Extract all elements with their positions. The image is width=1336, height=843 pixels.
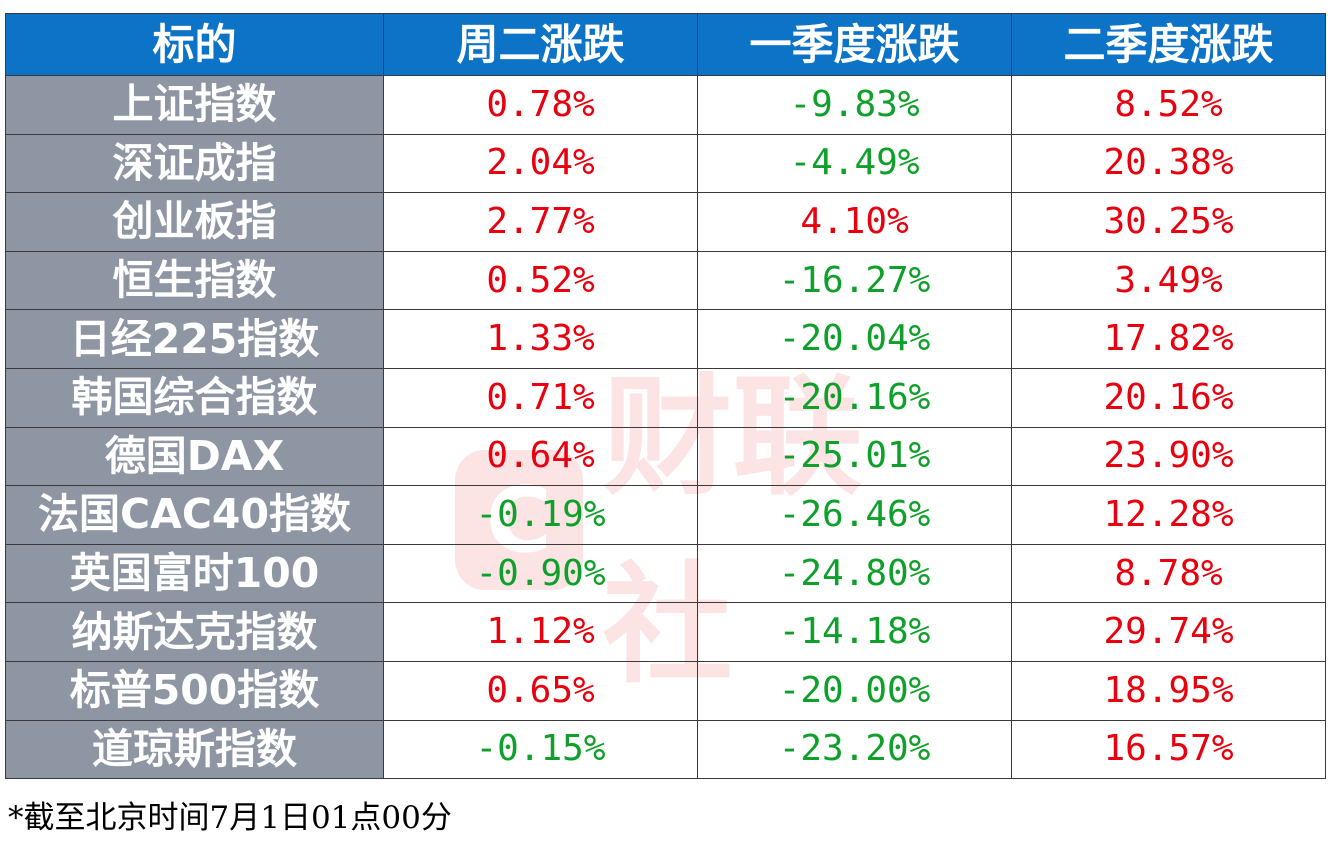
index-name-cell: 日经225指数: [6, 310, 384, 369]
index-name-cell: 标普500指数: [6, 661, 384, 721]
table-row: 标普500指数 0.65% -20.00% 18.95%: [6, 661, 1326, 721]
index-name-cell: 法国CAC40指数: [6, 486, 384, 545]
index-name-cell: 纳斯达克指数: [6, 603, 384, 662]
index-name-cell: 上证指数: [6, 76, 384, 135]
index-name-cell: 道琼斯指数: [6, 720, 384, 780]
footnote: *截至北京时间7月1日01点00分: [8, 800, 452, 836]
table-row: 恒生指数 0.52% -16.27% 3.49%: [6, 251, 1326, 311]
table-row: 纳斯达克指数 1.12% -14.18% 29.74%: [6, 603, 1326, 662]
q1-change-cell: -20.00%: [698, 661, 1012, 721]
q2-change-cell: 8.78%: [1012, 544, 1326, 604]
q1-change-cell: -25.01%: [698, 427, 1012, 487]
table-row: 英国富时100 -0.90% -24.80% 8.78%: [6, 544, 1326, 604]
q2-change-cell: 12.28%: [1012, 486, 1326, 545]
tuesday-change-cell: 0.52%: [384, 251, 698, 311]
q1-change-cell: -9.83%: [698, 76, 1012, 135]
q1-change-cell: -24.80%: [698, 544, 1012, 604]
q1-change-cell: -4.49%: [698, 134, 1012, 194]
q2-change-cell: 23.90%: [1012, 427, 1326, 487]
q1-change-cell: -14.18%: [698, 603, 1012, 662]
q2-change-cell: 30.25%: [1012, 193, 1326, 252]
table-row: 日经225指数 1.33% -20.04% 17.82%: [6, 310, 1326, 369]
q2-change-cell: 18.95%: [1012, 661, 1326, 721]
index-name-cell: 英国富时100: [6, 544, 384, 604]
index-name-cell: 德国DAX: [6, 427, 384, 487]
tuesday-change-cell: -0.15%: [384, 720, 698, 780]
tuesday-change-cell: -0.19%: [384, 486, 698, 545]
header-cell-tuesday-change: 周二涨跌: [384, 14, 698, 76]
tuesday-change-cell: 1.12%: [384, 603, 698, 662]
table-row: 道琼斯指数 -0.15% -23.20% 16.57%: [6, 720, 1326, 780]
table-row: 深证成指 2.04% -4.49% 20.38%: [6, 134, 1326, 194]
tuesday-change-cell: 0.78%: [384, 76, 698, 135]
tuesday-change-cell: -0.90%: [384, 544, 698, 604]
index-name-cell: 创业板指: [6, 193, 384, 252]
q2-change-cell: 17.82%: [1012, 310, 1326, 369]
table-header-row: 标的 周二涨跌 一季度涨跌 二季度涨跌: [6, 14, 1326, 76]
index-name-cell: 恒生指数: [6, 251, 384, 311]
table-row: 上证指数 0.78% -9.83% 8.52%: [6, 76, 1326, 135]
q2-change-cell: 20.16%: [1012, 368, 1326, 428]
index-name-cell: 深证成指: [6, 134, 384, 194]
q2-change-cell: 3.49%: [1012, 251, 1326, 311]
tuesday-change-cell: 0.64%: [384, 427, 698, 487]
q2-change-cell: 16.57%: [1012, 720, 1326, 780]
index-name-cell: 韩国综合指数: [6, 368, 384, 428]
header-cell-q1-change: 一季度涨跌: [698, 14, 1012, 76]
q1-change-cell: -26.46%: [698, 486, 1012, 545]
table-row: 法国CAC40指数 -0.19% -26.46% 12.28%: [6, 486, 1326, 545]
tuesday-change-cell: 2.04%: [384, 134, 698, 194]
tuesday-change-cell: 2.77%: [384, 193, 698, 252]
header-cell-target: 标的: [6, 14, 384, 76]
q1-change-cell: 4.10%: [698, 193, 1012, 252]
table-row: 德国DAX 0.64% -25.01% 23.90%: [6, 427, 1326, 487]
q2-change-cell: 8.52%: [1012, 76, 1326, 135]
q2-change-cell: 20.38%: [1012, 134, 1326, 194]
q1-change-cell: -16.27%: [698, 251, 1012, 311]
tuesday-change-cell: 1.33%: [384, 310, 698, 369]
tuesday-change-cell: 0.65%: [384, 661, 698, 721]
header-cell-q2-change: 二季度涨跌: [1012, 14, 1326, 76]
q1-change-cell: -20.04%: [698, 310, 1012, 369]
table-row: 韩国综合指数 0.71% -20.16% 20.16%: [6, 368, 1326, 428]
q2-change-cell: 29.74%: [1012, 603, 1326, 662]
market-performance-table: 标的 周二涨跌 一季度涨跌 二季度涨跌 上证指数 0.78% -9.83% 8.52%…: [5, 13, 1326, 780]
tuesday-change-cell: 0.71%: [384, 368, 698, 428]
q1-change-cell: -23.20%: [698, 720, 1012, 780]
table-row: 创业板指 2.77% 4.10% 30.25%: [6, 193, 1326, 252]
q1-change-cell: -20.16%: [698, 368, 1012, 428]
